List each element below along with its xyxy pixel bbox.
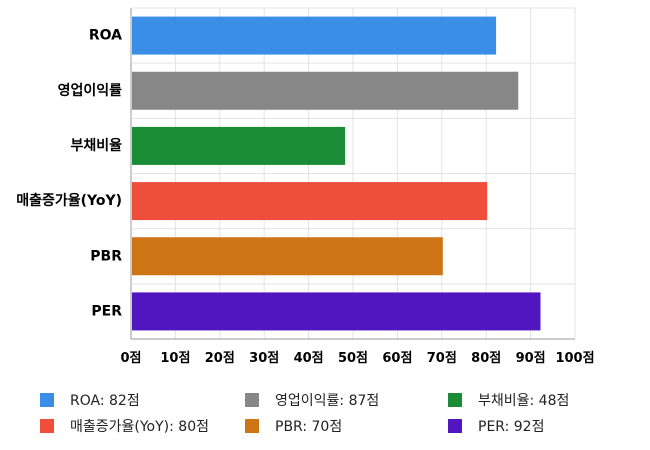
legend-item: ROA: 82점: [40, 390, 140, 410]
bar-2: [132, 126, 346, 165]
bar-4: [132, 237, 443, 276]
legend-label: 부채비율: 48점: [478, 393, 570, 409]
legend-swatch: [448, 393, 462, 407]
category-label: PER: [91, 303, 122, 319]
bar-1: [132, 71, 519, 110]
x-tick-label: 40점: [294, 351, 324, 366]
category-label: 매출증가율(YoY): [16, 192, 122, 209]
bar-0: [132, 16, 497, 55]
x-tick-label: 50점: [338, 351, 368, 366]
x-tick-labels: 0점 10점 20점 30점 40점 50점 60점 70점 80점 90점 100점: [120, 351, 594, 366]
legend-label: 매출증가율(YoY): 80점: [70, 419, 209, 435]
category-label: ROA: [89, 28, 122, 44]
legend-item: 영업이익률: 87점: [245, 390, 379, 410]
x-tick-label: 60점: [382, 351, 412, 366]
legend-item: 부채비율: 48점: [448, 390, 569, 410]
category-label: PBR: [90, 248, 122, 264]
category-label: 부채비율: [70, 137, 122, 154]
bars: [132, 16, 541, 331]
legend-label: ROA: 82점: [70, 393, 140, 409]
legend-swatch: [245, 419, 259, 433]
legend-swatch: [40, 419, 54, 433]
bar-5: [132, 292, 541, 331]
x-tick-label: 20점: [205, 351, 235, 366]
x-tick-label: 30점: [249, 351, 279, 366]
legend-label: PBR: 70점: [275, 419, 343, 435]
grid-lines: [130, 7, 576, 340]
x-tick-label: 90점: [516, 351, 546, 366]
legend-swatch: [448, 419, 462, 433]
legend-item: PER: 92점: [448, 416, 544, 436]
x-tick-label: 0점: [120, 351, 141, 366]
x-tick-label: 100점: [555, 351, 594, 366]
legend-label: PER: 92점: [478, 419, 545, 435]
x-tick-label: 80점: [471, 351, 501, 366]
legend-swatch: [40, 393, 54, 407]
bar-3: [132, 182, 488, 221]
legend-label: 영업이익률: 87점: [275, 393, 380, 409]
legend-swatch: [245, 393, 259, 407]
x-tick-label: 10점: [160, 351, 190, 366]
legend-item: 매출증가율(YoY): 80점: [40, 416, 209, 436]
legend-item: PBR: 70점: [245, 416, 342, 436]
category-label: 영업이익률: [58, 82, 123, 99]
x-tick-label: 70점: [427, 351, 457, 366]
